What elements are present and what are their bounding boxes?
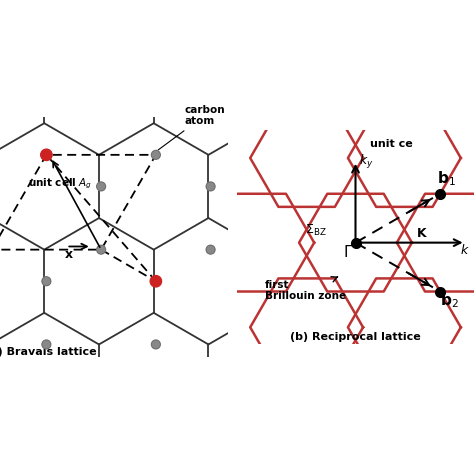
Circle shape — [150, 275, 162, 287]
Circle shape — [42, 340, 51, 349]
Circle shape — [206, 182, 215, 191]
Text: unit cell $A_g$: unit cell $A_g$ — [28, 177, 93, 191]
Text: unit ce: unit ce — [370, 139, 412, 149]
Text: (a) Bravais lattice: (a) Bravais lattice — [0, 347, 97, 357]
Text: $\mathbf{b}_2$: $\mathbf{b}_2$ — [440, 292, 459, 310]
Circle shape — [151, 340, 160, 349]
Text: $\mathbf{b}_1$: $\mathbf{b}_1$ — [438, 170, 456, 188]
Text: (b) Reciprocal lattice: (b) Reciprocal lattice — [290, 332, 421, 342]
Text: $\Gamma$: $\Gamma$ — [343, 244, 354, 260]
Text: $\mathbf{K}$: $\mathbf{K}$ — [417, 227, 428, 240]
Text: $k_y$: $k_y$ — [359, 153, 374, 171]
Circle shape — [206, 245, 215, 254]
Text: $k$: $k$ — [460, 243, 470, 257]
Circle shape — [151, 150, 160, 159]
Circle shape — [97, 245, 106, 254]
Text: x: x — [65, 248, 73, 261]
Text: carbon
atom: carbon atom — [158, 105, 225, 150]
Text: $\Sigma_{\mathrm{BZ}}$: $\Sigma_{\mathrm{BZ}}$ — [305, 223, 326, 238]
Circle shape — [97, 182, 106, 191]
Circle shape — [41, 149, 52, 161]
Circle shape — [42, 277, 51, 286]
Text: first
Brillouin zone: first Brillouin zone — [265, 277, 346, 301]
